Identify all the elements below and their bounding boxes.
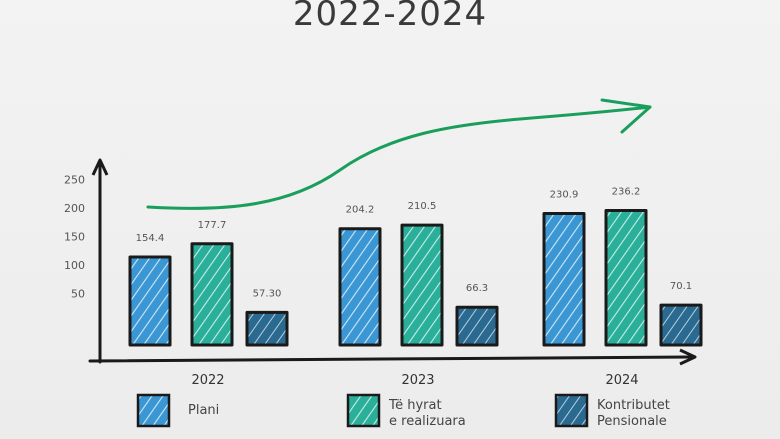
bar-value-label: 70.1 bbox=[670, 281, 692, 292]
y-tick-label: 150 bbox=[64, 231, 85, 244]
bar-plani bbox=[128, 255, 172, 347]
legend-kontributet-label-line2: Pensionale bbox=[597, 414, 667, 429]
bar-value-label: 177.7 bbox=[198, 220, 227, 231]
x-category-label: 2022 bbox=[191, 373, 224, 388]
trend-arrowhead bbox=[600, 98, 652, 134]
bar-value-label: 236.2 bbox=[612, 186, 641, 197]
legend-plani-label: Plani bbox=[188, 403, 219, 418]
x-axis-arrowhead bbox=[679, 348, 697, 366]
y-tick-label: 100 bbox=[64, 259, 85, 272]
bar-value-label: 57.30 bbox=[253, 288, 282, 299]
bar-value-label: 230.9 bbox=[550, 189, 579, 200]
legend-hyrat-label-line2: e realizuara bbox=[389, 414, 466, 429]
bar-kontributet bbox=[245, 310, 289, 347]
y-tick-label: 250 bbox=[64, 174, 85, 187]
bar-value-label: 154.4 bbox=[136, 233, 165, 244]
legend-hyrat-swatch bbox=[346, 393, 381, 428]
y-axis-arrowhead bbox=[91, 158, 109, 176]
legend-kontributet-swatch bbox=[554, 393, 589, 428]
bar-kontributet bbox=[455, 305, 499, 347]
bar-hyrat bbox=[604, 208, 648, 347]
x-axis bbox=[88, 355, 692, 363]
bar-hyrat bbox=[190, 242, 234, 347]
bar-value-label: 204.2 bbox=[346, 205, 375, 216]
bar-value-label: 210.5 bbox=[408, 201, 437, 212]
bar-value-label: 66.3 bbox=[466, 283, 488, 294]
y-tick-label: 200 bbox=[64, 202, 85, 215]
legend-plani-swatch bbox=[136, 393, 171, 428]
bar-hyrat bbox=[400, 223, 444, 347]
bar-plani bbox=[542, 211, 586, 347]
legend-hyrat-label: Të hyrat bbox=[388, 398, 442, 413]
legend-kontributet-label: Kontributet bbox=[597, 398, 670, 413]
x-category-label: 2023 bbox=[401, 373, 434, 388]
x-category-label: 2024 bbox=[605, 373, 638, 388]
trend-arrow bbox=[146, 105, 652, 210]
bar-plani bbox=[338, 227, 382, 347]
bar-kontributet bbox=[659, 303, 703, 347]
chart-title: 2022-2024 bbox=[292, 0, 488, 34]
y-tick-label: 50 bbox=[71, 288, 85, 301]
